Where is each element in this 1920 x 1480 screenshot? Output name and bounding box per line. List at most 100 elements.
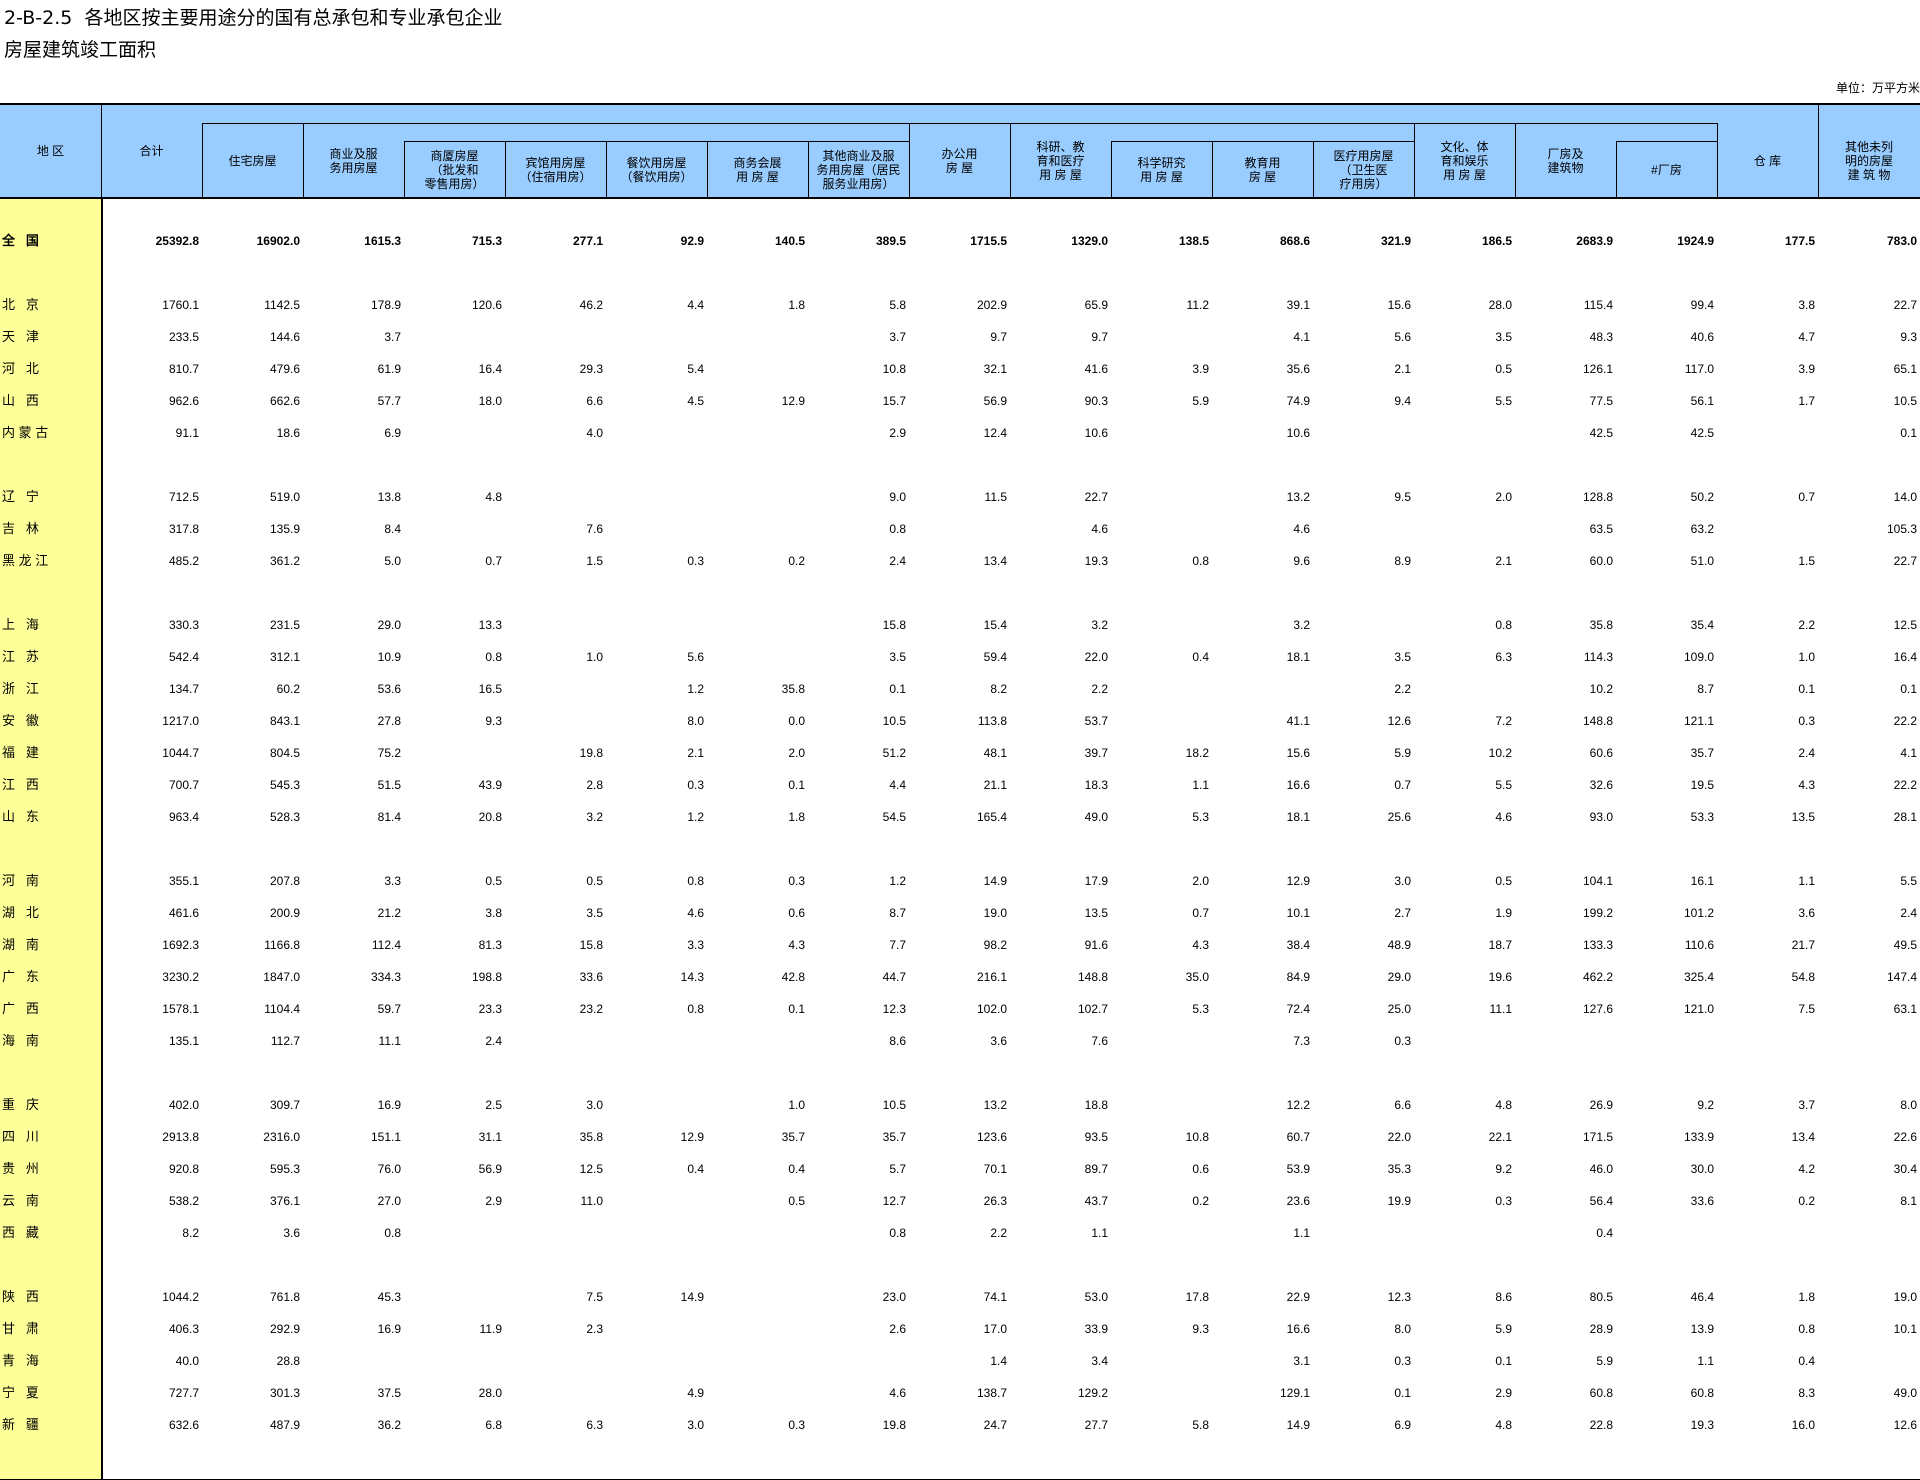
table-cell: 12.3 [1387, 1290, 1411, 1304]
table-cell: 0.2 [1798, 1194, 1815, 1208]
table-cell: 32.1 [983, 362, 1007, 376]
table-cell: 0.8 [384, 1226, 401, 1240]
header-divider [808, 141, 809, 199]
table-cell: 18.2 [1185, 746, 1209, 760]
table-cell: 0.1 [889, 682, 906, 696]
table-cell: 27.7 [1084, 1418, 1108, 1432]
table-cell: 3.0 [1394, 874, 1411, 888]
table-cell: 1.1 [1192, 778, 1209, 792]
table-cell: 18.1 [1286, 650, 1310, 664]
table-cell: 13.2 [1286, 490, 1310, 504]
table-cell: 8.0 [1900, 1098, 1917, 1112]
header-divider [1212, 141, 1213, 199]
table-cell: 3.9 [1192, 362, 1209, 376]
table-cell: 12.5 [1893, 618, 1917, 632]
table-cell: 20.8 [478, 810, 502, 824]
table-cell: 93.0 [1589, 810, 1613, 824]
table-cell: 109.0 [1683, 650, 1714, 664]
table-cell: 1.8 [788, 810, 805, 824]
table-cell: 727.7 [168, 1386, 199, 1400]
table-cell: 2.0 [1495, 490, 1512, 504]
table-cell: 10.5 [882, 714, 906, 728]
table-cell: 177.5 [1784, 234, 1815, 248]
region-name: 浙 江 [2, 681, 39, 696]
table-cell: 1.2 [687, 810, 704, 824]
table-cell: 3.6 [283, 1226, 300, 1240]
table-cell: 12.7 [882, 1194, 906, 1208]
table-cell: 60.6 [1589, 746, 1613, 760]
table-cell: 10.1 [1286, 906, 1310, 920]
table-cell: 26.3 [983, 1194, 1007, 1208]
table-cell: 4.6 [1091, 522, 1108, 536]
table-cell: 8.3 [1798, 1386, 1815, 1400]
table-cell: 15.8 [579, 938, 603, 952]
table-cell: 10.2 [1589, 682, 1613, 696]
header-cell: 餐饮用房屋 （餐饮用房） [620, 156, 693, 184]
table-cell: 198.8 [471, 970, 502, 984]
region-name: 天 津 [2, 329, 39, 344]
table-cell: 4.6 [1293, 522, 1310, 536]
table-cell: 133.9 [1683, 1130, 1714, 1144]
table-cell: 3.3 [687, 938, 704, 952]
table-cell: 114.3 [1583, 650, 1613, 664]
table-cell: 14.9 [1286, 1418, 1310, 1432]
header-cell: #厂房 [1651, 163, 1682, 177]
table-cell: 632.6 [168, 1418, 199, 1432]
table-cell: 13.2 [983, 1098, 1007, 1112]
table-cell: 3.2 [1293, 618, 1310, 632]
table-cell: 1.8 [1798, 1290, 1815, 1304]
table-cell: 19.5 [1690, 778, 1714, 792]
table-cell: 65.1 [1893, 362, 1917, 376]
table-cell: 4.1 [1900, 746, 1917, 760]
table-cell: 18.1 [1286, 810, 1310, 824]
table-cell: 10.6 [1286, 426, 1310, 440]
table-cell: 1.0 [586, 650, 603, 664]
table-cell: 144.6 [269, 330, 300, 344]
table-cell: 12.9 [781, 394, 805, 408]
table-cell: 0.4 [1596, 1226, 1613, 1240]
table-cell: 0.2 [1192, 1194, 1209, 1208]
table-cell: 3.3 [384, 874, 401, 888]
table-cell: 200.9 [269, 906, 300, 920]
table-cell: 0.1 [1495, 1354, 1512, 1368]
table-cell: 1166.8 [264, 938, 300, 952]
header-cell: 合计 [139, 144, 164, 158]
region-name: 新 疆 [2, 1417, 39, 1432]
region-name: 湖 北 [2, 905, 39, 920]
table-cell: 11.0 [580, 1194, 603, 1208]
table-cell: 4.6 [1495, 810, 1512, 824]
table-cell: 53.9 [1286, 1162, 1310, 1176]
table-cell: 51.5 [377, 778, 401, 792]
table-cell: 115.4 [1583, 298, 1613, 312]
table-cell: 1.7 [1798, 394, 1815, 408]
region-name: 重 庆 [2, 1097, 39, 1112]
table-cell: 40.0 [175, 1354, 199, 1368]
table-cell: 6.6 [586, 394, 603, 408]
table-cell: 8.1 [1900, 1194, 1917, 1208]
region-name: 云 南 [2, 1193, 39, 1208]
table-cell: 129.1 [1279, 1386, 1310, 1400]
table-cell: 49.0 [1084, 810, 1108, 824]
table-cell: 12.9 [680, 1130, 704, 1144]
table-cell: 186.5 [1481, 234, 1512, 248]
table-cell: 138.5 [1178, 234, 1209, 248]
table-cell: 4.6 [889, 1386, 906, 1400]
header-divider [1111, 141, 1112, 199]
table-cell: 1715.5 [970, 234, 1007, 248]
table-cell: 3.9 [1798, 362, 1815, 376]
table-cell: 33.6 [579, 970, 603, 984]
table-cell: 63.1 [1893, 1002, 1917, 1016]
table-cell: 0.0 [788, 714, 805, 728]
table-cell: 23.0 [882, 1290, 906, 1304]
table-cell: 43.7 [1084, 1194, 1108, 1208]
region-name: 山 东 [2, 809, 39, 824]
table-cell: 4.4 [889, 778, 906, 792]
table-cell: 0.1 [1394, 1386, 1411, 1400]
header-divider [1616, 141, 1617, 199]
region-name: 内 蒙 古 [2, 425, 49, 440]
header-divider [707, 141, 708, 199]
table-cell: 9.0 [889, 490, 906, 504]
table-cell: 5.9 [1192, 394, 1209, 408]
table-cell: 28.9 [1589, 1322, 1613, 1336]
table-cell: 1.5 [586, 554, 603, 568]
